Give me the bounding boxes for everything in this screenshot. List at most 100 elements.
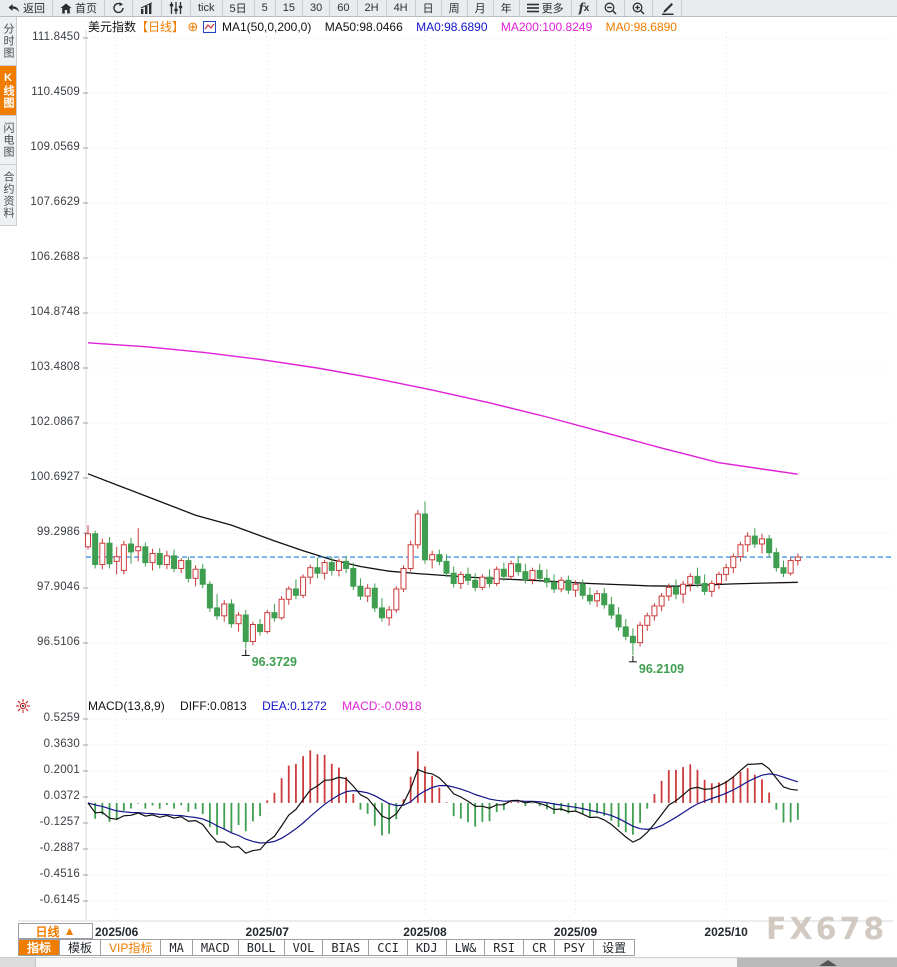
- expand-icon[interactable]: ⊕: [187, 19, 199, 34]
- candle-body: [529, 569, 536, 581]
- tab-ma[interactable]: MA: [161, 939, 193, 956]
- candle-body: [321, 562, 328, 574]
- interval-week[interactable]: 周: [442, 0, 468, 16]
- tab-settings[interactable]: 设置: [594, 939, 636, 956]
- bar-chart-button[interactable]: [133, 0, 162, 16]
- tab-cci[interactable]: CCI: [369, 939, 408, 956]
- candle-body: [99, 542, 106, 566]
- interval-5day[interactable]: 5日: [223, 0, 255, 16]
- tab-lwr[interactable]: LW&: [446, 939, 486, 956]
- interval-4h[interactable]: 4H: [387, 0, 416, 16]
- macd-settings-icon[interactable]: [16, 699, 30, 713]
- instrument-title: 美元指数: [88, 20, 137, 34]
- candle-body: [264, 612, 271, 633]
- macd-hist-value: MACD:-0.0918: [342, 699, 422, 713]
- zoom-out-button[interactable]: [597, 0, 626, 16]
- candle-body: [472, 579, 479, 588]
- candle-body: [594, 593, 601, 602]
- candle-body: [393, 588, 400, 611]
- tab-bias[interactable]: BIAS: [323, 939, 370, 956]
- tab-kdj[interactable]: KDJ: [407, 939, 447, 956]
- tab-indicators[interactable]: 指标: [18, 939, 61, 956]
- back-button[interactable]: 返回: [0, 0, 53, 16]
- refresh-button[interactable]: [105, 0, 133, 16]
- candle-body: [171, 555, 178, 569]
- candle-body: [522, 571, 529, 581]
- interval-15min[interactable]: 15: [276, 0, 303, 16]
- candle-body: [421, 513, 428, 561]
- tab-psy[interactable]: PSY: [555, 939, 595, 956]
- zoom-in-button[interactable]: [625, 0, 654, 16]
- candle-body: [723, 567, 730, 575]
- tab-vol[interactable]: VOL: [284, 939, 324, 956]
- interval-30min[interactable]: 30: [303, 0, 331, 16]
- macd-axis-label: 0.3630: [43, 738, 80, 750]
- candle-body: [773, 552, 780, 569]
- candle-body: [414, 513, 421, 546]
- interval-2h[interactable]: 2H: [358, 0, 387, 16]
- sidebar-tab-contract-info[interactable]: 合约资料: [0, 165, 17, 226]
- swing-low-annotation: 96.2109: [638, 661, 685, 676]
- tab-templates[interactable]: 模板: [60, 939, 102, 956]
- interval-day[interactable]: 日: [416, 0, 442, 16]
- candle-body: [637, 624, 644, 644]
- scrollbar-thumb[interactable]: [737, 958, 897, 967]
- candle-body: [515, 563, 522, 573]
- candle-body: [242, 614, 249, 642]
- home-button-label: 首页: [75, 3, 97, 15]
- price-axis-label: 109.0569: [30, 141, 80, 153]
- tab-rsi[interactable]: RSI: [485, 939, 524, 956]
- interval-60min[interactable]: 60: [330, 0, 358, 16]
- candle-body: [486, 576, 493, 584]
- candle-body: [300, 576, 307, 596]
- more-button[interactable]: 更多: [520, 0, 572, 16]
- price-axis-label: 110.4509: [31, 86, 80, 98]
- candle-body: [92, 533, 99, 566]
- candle-body: [493, 568, 500, 584]
- home-button[interactable]: 首页: [53, 0, 105, 16]
- period-selector[interactable]: 日线 ▲: [18, 923, 93, 939]
- candle-body: [622, 626, 629, 637]
- candle-body: [135, 546, 142, 552]
- interval-15min-label: 15: [282, 2, 295, 14]
- indicator-sliders-button[interactable]: [162, 0, 191, 16]
- candle-body: [572, 583, 579, 591]
- interval-5min[interactable]: 5: [255, 0, 276, 16]
- candle-body: [192, 568, 199, 579]
- candle-body: [113, 556, 120, 562]
- tab-cr[interactable]: CR: [523, 939, 556, 956]
- draw-icon: [660, 2, 674, 15]
- sidebar-tab-lightning-chart[interactable]: 闪电图: [0, 116, 17, 165]
- candle-body: [551, 581, 558, 590]
- candle-body: [450, 572, 457, 584]
- tab-boll[interactable]: BOLL: [238, 939, 285, 956]
- macd-axis-label: -0.2887: [39, 842, 80, 854]
- horizontal-scrollbar[interactable]: [0, 957, 897, 967]
- candle-body: [235, 614, 242, 625]
- interval-tick[interactable]: tick: [191, 0, 223, 16]
- candle-body: [794, 556, 801, 562]
- sidebar-tab-kline-chart[interactable]: K线图: [0, 66, 17, 116]
- interval-2h-label: 2H: [364, 2, 379, 14]
- candle-body: [343, 560, 350, 569]
- interval-year[interactable]: 年: [494, 0, 520, 16]
- ma-indicator-icon[interactable]: [202, 21, 216, 36]
- tab-vip-indicators[interactable]: VIP指标: [101, 939, 162, 956]
- time-axis-label: 2025/06: [94, 925, 139, 939]
- interval-month[interactable]: 月: [468, 0, 494, 16]
- candle-body: [536, 569, 543, 579]
- tab-macd[interactable]: MACD: [192, 939, 239, 956]
- toolbar-spacer: [682, 0, 897, 16]
- macd-diff-value: DIFF:0.0813: [180, 699, 247, 713]
- candle-body: [780, 567, 787, 574]
- candle-body: [335, 560, 342, 571]
- candle-body: [307, 567, 314, 578]
- sidebar-tab-time-chart[interactable]: 分时图: [0, 17, 17, 66]
- collapse-arrow-icon[interactable]: [819, 960, 837, 966]
- candle-body: [608, 604, 615, 616]
- draw-button[interactable]: [653, 0, 683, 16]
- candle-body: [615, 614, 622, 628]
